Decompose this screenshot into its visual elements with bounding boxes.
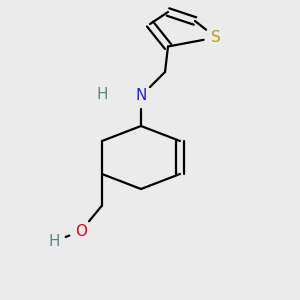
Text: N: N xyxy=(135,88,147,104)
Text: O: O xyxy=(75,224,87,238)
Text: S: S xyxy=(211,30,221,45)
Text: H: H xyxy=(48,234,60,249)
Text: H: H xyxy=(96,87,108,102)
